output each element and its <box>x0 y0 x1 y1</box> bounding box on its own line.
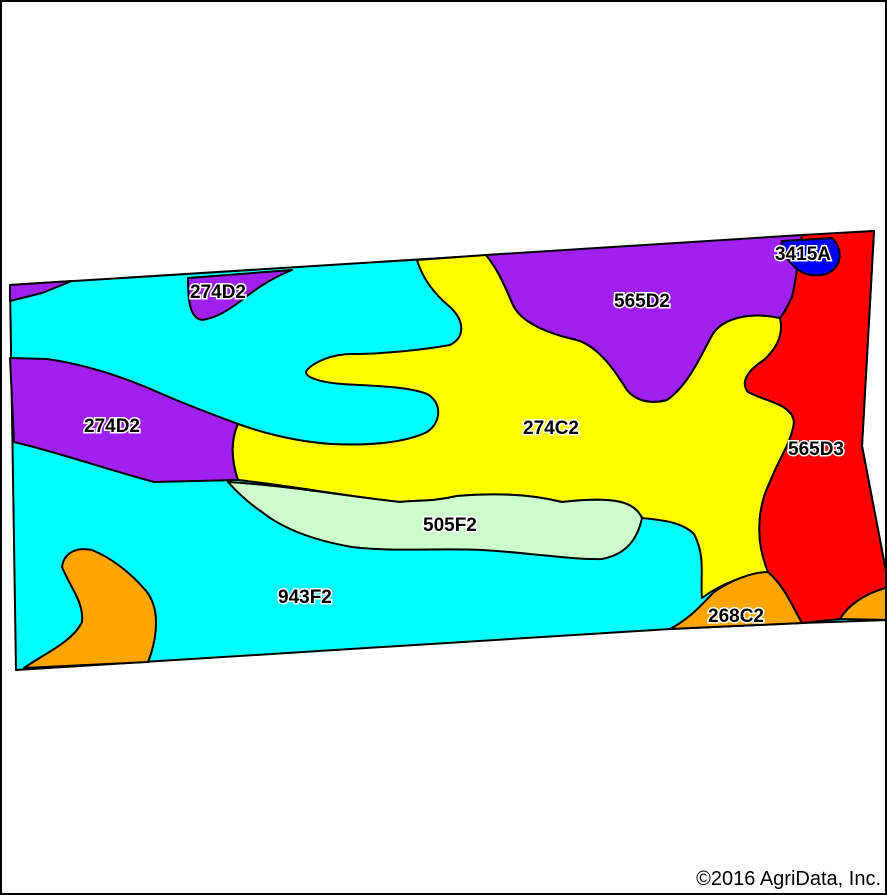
label-565D2: 565D2 <box>614 291 670 312</box>
soil-polygon-274D2-top-strip <box>9 280 73 302</box>
soil-polygon-orange-left <box>23 548 158 669</box>
soil-polygon-268C2 <box>669 571 803 630</box>
label-3415A: 3415A <box>775 244 831 265</box>
label-565D3: 565D3 <box>788 439 844 460</box>
label-274D2-upper: 274D2 <box>190 282 246 303</box>
label-274C2: 274C2 <box>523 418 579 439</box>
label-274D2-left: 274D2 <box>84 416 140 437</box>
soil-polygon-orange-right <box>839 587 885 621</box>
soil-polygon-274D2-upper <box>187 269 293 321</box>
label-268C2: 268C2 <box>708 606 764 627</box>
label-505F2: 505F2 <box>423 515 477 536</box>
copyright-notice: ©2016 AgriData, Inc. <box>696 868 881 890</box>
soil-polygon-505F2 <box>227 481 643 561</box>
soil-polygon-3415A <box>780 237 841 277</box>
label-943F2: 943F2 <box>278 587 332 608</box>
